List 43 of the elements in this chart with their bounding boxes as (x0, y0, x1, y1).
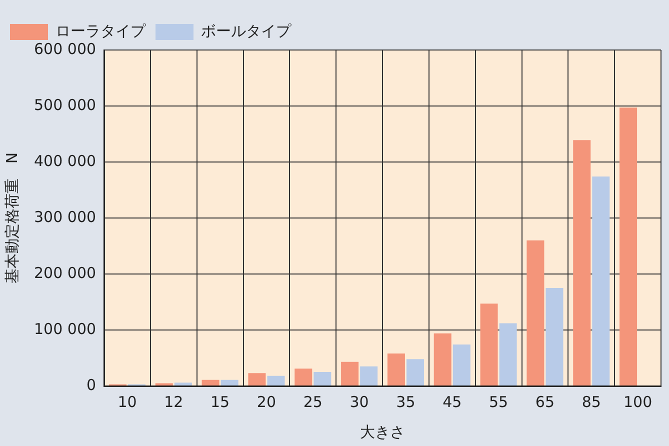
bar (360, 366, 378, 386)
bar (387, 354, 405, 386)
bar (294, 368, 312, 386)
bar (314, 372, 332, 386)
x-tick-label: 25 (303, 392, 322, 411)
bar (573, 140, 591, 386)
legend-label: ボールタイプ (201, 22, 292, 40)
bar (480, 304, 498, 386)
x-tick-label: 35 (396, 392, 416, 411)
bar (406, 359, 424, 386)
y-axis-title: 基本動定格荷重 N (2, 152, 21, 284)
x-tick-label: 20 (256, 392, 276, 411)
bar (499, 323, 517, 386)
bar (434, 333, 452, 386)
y-tick-label: 100 000 (34, 320, 96, 338)
x-tick-label: 65 (535, 392, 555, 411)
bar (202, 380, 220, 386)
y-tick-label: 600 000 (34, 40, 96, 58)
bar (220, 380, 238, 386)
legend-label: ローラタイプ (56, 22, 146, 40)
x-tick-label: 15 (210, 392, 230, 411)
bar (248, 373, 266, 386)
y-tick-label: 200 000 (34, 264, 96, 282)
bar (592, 176, 610, 386)
y-tick-label: 300 000 (34, 208, 96, 226)
bar (174, 382, 192, 386)
bar (526, 240, 544, 386)
bar (452, 344, 470, 386)
y-tick-label: 500 000 (34, 96, 96, 114)
x-tick-label: 100 (623, 392, 652, 411)
x-tick-label: 10 (118, 392, 137, 411)
bar (341, 362, 359, 386)
bar (546, 288, 564, 386)
bar (267, 376, 285, 386)
y-tick-label: 0 (86, 376, 96, 394)
x-tick-label: 85 (582, 392, 601, 411)
bar (620, 108, 638, 386)
x-axis-title: 大きさ (360, 422, 406, 441)
x-tick-label: 30 (350, 392, 369, 411)
x-tick-label: 45 (442, 392, 462, 411)
y-tick-label: 400 000 (34, 152, 96, 170)
x-tick-label: 12 (164, 392, 184, 411)
x-tick-label: 55 (489, 392, 508, 411)
